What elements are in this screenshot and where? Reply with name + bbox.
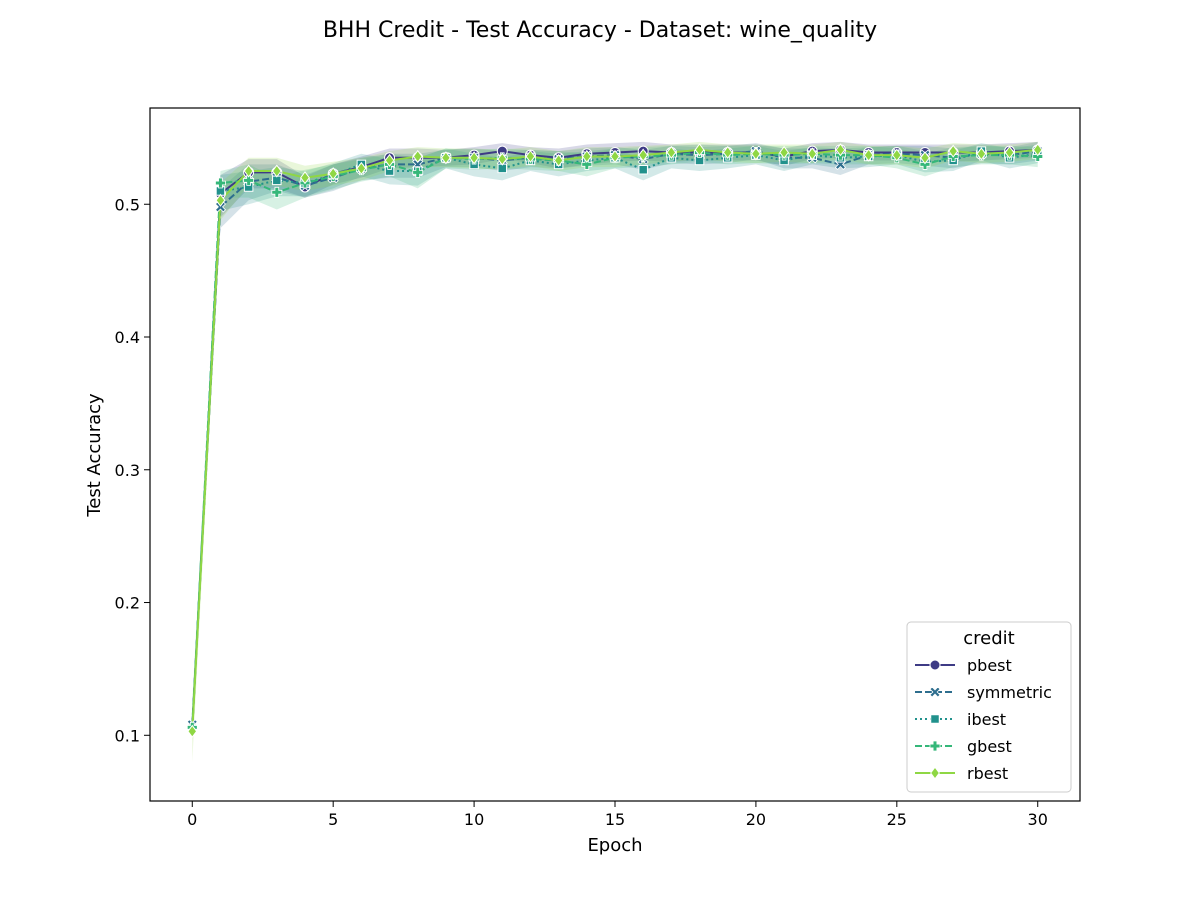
x-tick-label: 15 xyxy=(605,810,625,829)
band-gbest xyxy=(192,144,1038,741)
point-rbest-9 xyxy=(440,151,451,165)
point-rbest-19 xyxy=(722,145,733,160)
point-rbest-0 xyxy=(187,724,198,738)
point-rbest-23 xyxy=(835,143,846,157)
legend-marker-symmetric xyxy=(929,686,941,698)
point-gbest-30 xyxy=(1032,151,1044,162)
y-tick-label: 0.3 xyxy=(115,461,140,480)
point-rbest-18 xyxy=(694,143,705,157)
point-rbest-25 xyxy=(891,148,902,162)
legend-label-gbest: gbest xyxy=(967,737,1012,756)
x-tick-label: 0 xyxy=(187,810,197,829)
x-tick-label: 10 xyxy=(464,810,484,829)
confidence-bands xyxy=(192,141,1038,762)
legend: credit pbest symmetric ibest gbest rbest xyxy=(906,621,1072,793)
x-tick-label: 20 xyxy=(746,810,766,829)
x-axis-ticks: 0 5 10 15 20 25 30 xyxy=(187,801,1048,829)
legend-label-symmetric: symmetric xyxy=(967,683,1052,702)
point-rbest-16 xyxy=(638,148,649,162)
point-rbest-8 xyxy=(412,149,423,164)
legend-marker-pbest xyxy=(929,659,941,671)
y-axis-label: Test Accuracy xyxy=(84,393,105,518)
chart-title: BHH Credit - Test Accuracy - Dataset: wi… xyxy=(323,18,877,43)
point-rbest-20 xyxy=(750,147,761,161)
point-rbest-17 xyxy=(666,145,677,160)
point-rbest-26 xyxy=(920,151,930,165)
legend-label-pbest: pbest xyxy=(967,656,1012,675)
point-rbest-14 xyxy=(581,149,592,164)
x-tick-label: 25 xyxy=(887,810,907,829)
point-rbest-21 xyxy=(779,145,790,160)
point-gbest-8 xyxy=(412,166,424,178)
y-tick-label: 0.5 xyxy=(115,195,140,214)
x-tick-label: 30 xyxy=(1028,810,1048,829)
point-rbest-7 xyxy=(384,153,395,168)
point-rbest-22 xyxy=(807,147,818,161)
x-tick-label: 5 xyxy=(328,810,338,829)
point-rbest-10 xyxy=(469,151,480,165)
series-markers xyxy=(186,143,1044,738)
point-rbest-13 xyxy=(553,153,564,168)
point-gbest-14 xyxy=(581,159,593,170)
x-axis-label: Epoch xyxy=(587,835,642,856)
point-gbest-1 xyxy=(215,177,226,189)
point-rbest-30 xyxy=(1032,143,1043,157)
point-rbest-6 xyxy=(356,161,367,175)
y-axis-ticks: 0.1 0.2 0.3 0.4 0.5 xyxy=(115,195,150,745)
y-tick-label: 0.2 xyxy=(115,594,140,613)
legend-label-rbest: rbest xyxy=(967,764,1008,783)
point-rbest-5 xyxy=(328,167,339,181)
point-rbest-12 xyxy=(525,149,536,164)
legend-label-ibest: ibest xyxy=(967,710,1006,729)
point-ibest-16 xyxy=(638,164,648,175)
point-gbest-3 xyxy=(271,186,283,198)
y-tick-label: 0.4 xyxy=(115,328,140,347)
point-rbest-2 xyxy=(243,164,254,178)
legend-marker-gbest xyxy=(929,740,941,752)
point-rbest-29 xyxy=(1004,145,1015,160)
point-rbest-1 xyxy=(215,193,226,207)
point-gbest-26 xyxy=(919,159,931,170)
y-tick-label: 0.1 xyxy=(115,726,140,745)
point-rbest-4 xyxy=(300,171,310,185)
point-rbest-15 xyxy=(610,149,620,164)
point-rbest-11 xyxy=(497,152,508,166)
point-rbest-27 xyxy=(948,144,959,158)
legend-marker-rbest xyxy=(930,766,940,780)
point-gbest-2 xyxy=(243,174,255,186)
legend-title: credit xyxy=(963,628,1014,649)
point-rbest-24 xyxy=(863,148,874,162)
legend-marker-ibest xyxy=(930,714,940,724)
point-rbest-3 xyxy=(271,164,282,178)
point-rbest-28 xyxy=(976,147,987,161)
